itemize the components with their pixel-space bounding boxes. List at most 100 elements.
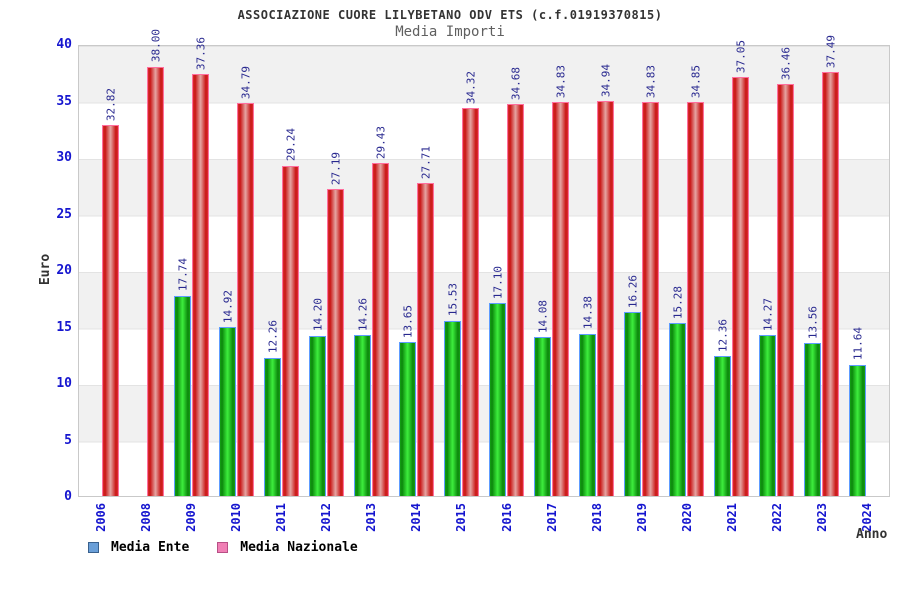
value-label-media-nazionale-2017: 34.83 [554,65,567,99]
value-label-media-ente-2024: 11.64 [851,327,864,361]
media-nazionale-bar-2021 [732,77,749,496]
bar-group-2006 [84,46,101,496]
media-nazionale-bar-2019 [642,102,659,496]
category-slot-2019: 16.26 34.83 [619,46,664,496]
media-nazionale-swatch-icon [217,542,229,553]
bar-group-2013: 29.43 [372,46,389,496]
x-tick-label-2017: 2017 [544,503,559,532]
x-tick-cell-2022: 2022 [755,503,800,545]
x-tick-cell-2018: 2018 [574,503,619,545]
y-tick-label-35: 35 [56,93,72,109]
x-tick-cell-2023: 2023 [800,503,845,545]
media-ente-bar-2011 [264,357,281,496]
x-tick-cell-2013: 2013 [349,503,394,545]
value-label-media-nazionale-2023: 37.49 [824,35,837,69]
bar-group-2017: 14.08 [534,46,551,496]
x-axis-labels: 2006 2008 2009 2010 2011 2012 2013 2014 2015 2016… [78,503,890,545]
y-tick-label-40: 40 [56,37,72,52]
x-tick-label-2015: 2015 [454,503,469,532]
bar-group-2014: 13.65 [399,46,416,496]
bar-group-2024 [867,46,884,496]
x-tick-label-2022: 2022 [770,503,785,532]
category-slot-2017: 14.08 34.83 [529,46,574,496]
value-label-media-nazionale-2010: 34.79 [239,65,252,99]
bar-group-2008: 38.00 [147,29,164,496]
media-ente-bar-2018 [579,333,596,496]
media-ente-bar-2017 [534,336,551,496]
bar-group-2017: 34.83 [552,46,569,496]
value-label-media-ente-2014: 13.65 [401,304,414,338]
x-tick-cell-2016: 2016 [484,503,529,545]
x-tick-cell-2021: 2021 [710,503,755,545]
media-ente-bar-2021 [714,356,731,496]
media-nazionale-bar-2017 [552,102,569,496]
chart-subtitle: Media Importi [395,24,505,40]
category-slot-2023: 13.56 37.49 [799,35,844,496]
x-tick-cell-2011: 2011 [258,503,303,545]
x-tick-label-2014: 2014 [409,503,424,532]
media-nazionale-bar-2006 [102,125,119,496]
x-tick-cell-2014: 2014 [394,503,439,545]
category-slot-2022: 14.27 36.46 [754,46,799,496]
y-tick-label-10: 10 [56,376,72,391]
value-label-media-ente-2020: 15.28 [671,286,684,320]
value-label-media-ente-2011: 12.26 [266,320,279,354]
value-label-media-ente-2017: 14.08 [536,299,549,333]
value-label-media-nazionale-2006: 32.82 [104,87,117,122]
media-nazionale-bar-2016 [507,104,524,496]
x-tick-label-2009: 2009 [183,503,198,532]
bar-group-2010: 34.79 [237,46,254,496]
value-label-media-ente-2009: 17.74 [176,258,189,292]
x-tick-label-2016: 2016 [499,503,514,532]
x-tick-label-2020: 2020 [679,503,694,532]
media-nazionale-bar-2009 [192,73,209,496]
category-slot-2011: 12.26 29.24 [259,46,304,496]
value-label-media-ente-2013: 14.26 [356,297,369,331]
value-label-media-ente-2010: 14.92 [221,290,234,324]
x-tick-label-2013: 2013 [364,503,379,532]
chart-title: ASSOCIAZIONE CUORE LILYBETANO ODV ETS (c… [237,8,663,22]
category-slot-2008: 38.00 [124,29,169,496]
x-tick-cell-2019: 2019 [619,503,664,545]
media-nazionale-bar-2018 [597,101,614,496]
value-label-media-ente-2015: 15.53 [446,283,459,317]
x-tick-cell-2008: 2008 [123,503,168,545]
bar-group-2012: 14.20 [309,46,326,496]
value-label-media-nazionale-2014: 27.71 [419,145,432,179]
media-ente-bar-2014 [399,341,416,496]
x-tick-label-2006: 2006 [93,503,108,532]
x-tick-label-2010: 2010 [228,503,243,532]
x-tick-label-2012: 2012 [319,503,334,532]
media-ente-bar-2023 [804,342,821,496]
x-tick-cell-2010: 2010 [213,503,258,545]
category-slot-2024: 11.64 [844,46,889,496]
y-tick-label-15: 15 [56,319,72,335]
legend-item-media-ente: Media Ente [88,540,189,555]
bar-group-2008 [129,46,146,496]
y-tick-label-0: 0 [64,489,72,504]
bar-group-2011: 29.24 [282,46,299,496]
bar-group-2014: 27.71 [417,46,434,496]
y-tick-label-20: 20 [56,263,72,278]
value-label-media-ente-2018: 14.38 [581,296,594,330]
bar-group-2016: 17.10 [489,46,506,496]
bar-group-2015: 34.32 [462,46,479,496]
x-tick-cell-2009: 2009 [168,503,213,545]
y-tick-label-25: 25 [56,206,72,222]
category-slot-2012: 14.20 27.19 [304,46,349,496]
value-label-media-ente-2016: 17.10 [491,265,504,299]
bar-group-2018: 14.38 [579,46,596,496]
x-tick-cell-2020: 2020 [664,503,709,545]
y-axis-title: Euro [38,253,54,286]
y-tick-label-30: 30 [56,150,72,165]
media-ente-bar-2010 [219,327,236,496]
bar-group-2010: 14.92 [219,46,236,496]
bar-group-2018: 34.94 [597,46,614,496]
x-tick-label-2011: 2011 [273,503,288,532]
category-slot-2006: 32.82 [79,46,124,496]
media-nazionale-bar-2015 [462,108,479,496]
legend-label-media-ente: Media Ente [111,540,190,555]
value-label-media-nazionale-2020: 34.85 [689,65,702,99]
media-nazionale-bar-2022 [777,84,794,496]
